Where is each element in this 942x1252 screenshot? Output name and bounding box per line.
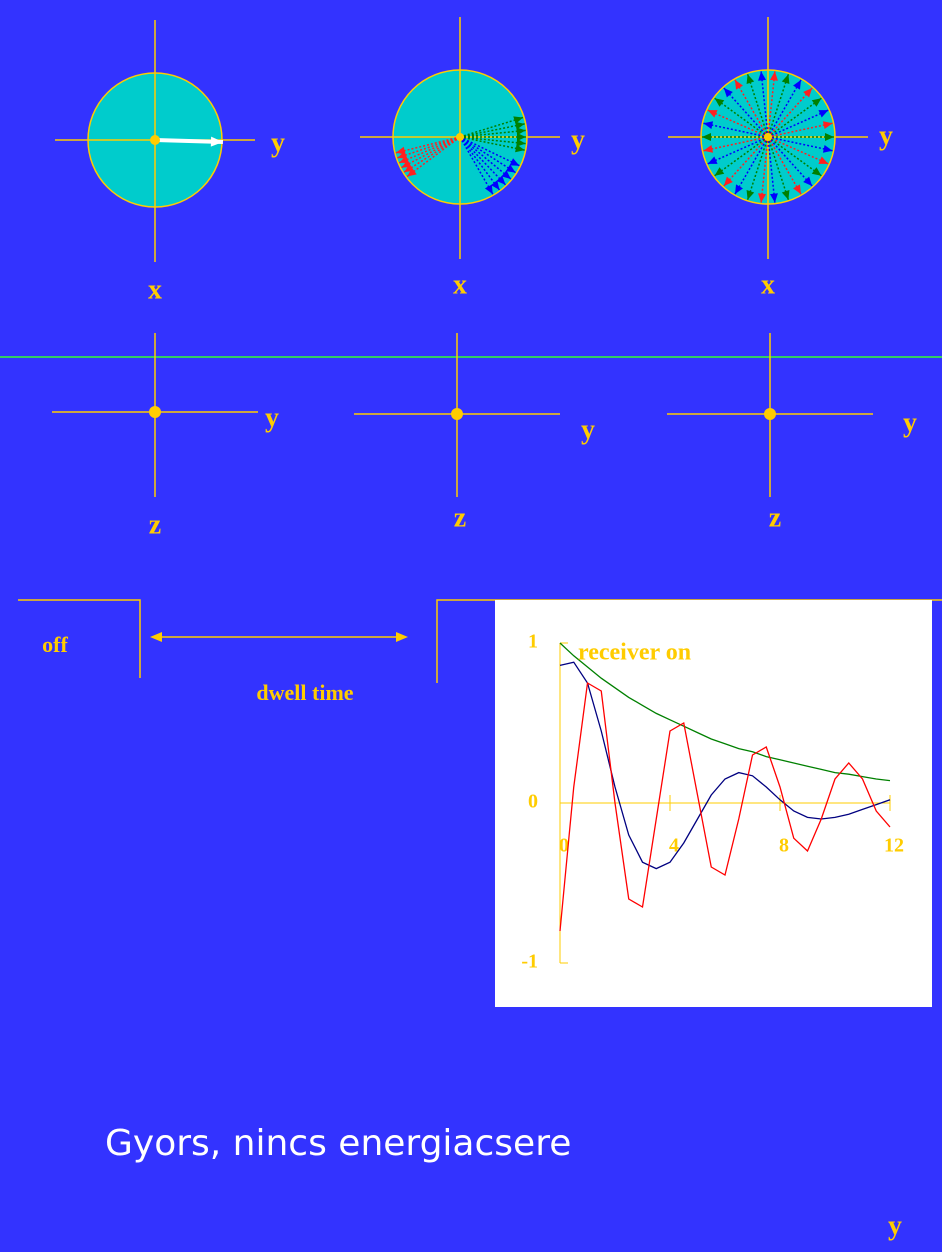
caption: Gyors, nincs energiacsere (105, 1123, 571, 1164)
off-label: off (42, 632, 68, 657)
axis-label: x (761, 269, 775, 300)
x-tick-label: 8 (779, 835, 789, 857)
y-tick-label: 1 (528, 631, 538, 653)
y-tick-label: -1 (521, 951, 538, 973)
origin (764, 408, 776, 420)
axis-label: y (581, 414, 595, 445)
axis-label: y (265, 402, 279, 433)
axis-label: z (769, 502, 781, 533)
origin (764, 133, 772, 141)
axis-label: x (148, 274, 162, 305)
origin (451, 408, 463, 420)
x-tick-label: 12 (884, 835, 904, 857)
axis-label: x (453, 269, 467, 300)
origin (150, 135, 160, 145)
axis-label: y (271, 127, 285, 158)
axis-label: y (903, 407, 917, 438)
origin (149, 406, 161, 418)
footer-label: y (888, 1210, 902, 1241)
pulse-off (18, 600, 140, 678)
y-tick-label: 0 (528, 791, 538, 813)
axis-label: z (149, 509, 161, 540)
axis-label: z (454, 502, 466, 533)
annotation: receiver on (578, 640, 691, 666)
origin (456, 133, 464, 141)
slide: off dwell time Gyors, nincs energiacsere… (0, 0, 942, 1252)
axis-label: y (571, 124, 585, 155)
x-tick-label: 4 (669, 835, 679, 857)
arrow-head (396, 632, 408, 642)
page: off dwell time Gyors, nincs energiacsere… (0, 0, 942, 1252)
arrow-head (150, 632, 162, 642)
axis-label: y (879, 120, 893, 151)
dwell-label: dwell time (256, 680, 353, 705)
